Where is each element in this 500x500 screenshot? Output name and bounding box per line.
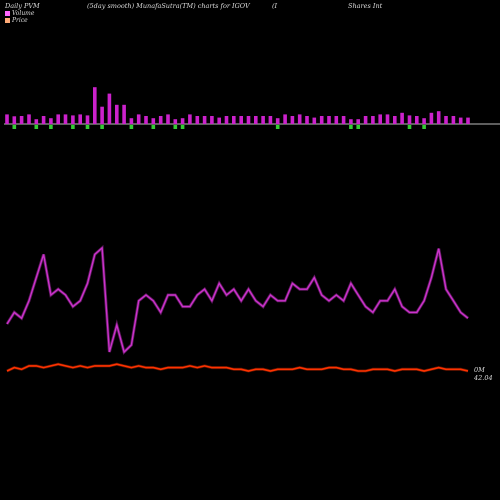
volume-bar: [180, 118, 185, 124]
volume-bar: [202, 116, 207, 124]
volume-bar: [63, 114, 68, 124]
volume-bar: [122, 104, 126, 124]
volume-bar: [268, 116, 273, 124]
legend-price-label: Price: [12, 17, 28, 24]
volume-bar-down: [85, 125, 90, 129]
volume-bar-down: [49, 125, 53, 129]
volume-bar: [451, 116, 456, 124]
volume-bar: [41, 116, 46, 124]
volume-bar: [166, 114, 170, 124]
volume-bar-down: [349, 125, 353, 129]
volume-bar: [283, 114, 287, 124]
legend-price-swatch: [5, 18, 10, 23]
volume-bar: [327, 116, 331, 124]
volume-bar: [275, 118, 280, 124]
volume-bar: [27, 114, 31, 124]
volume-bars: [5, 87, 470, 129]
volume-bar: [129, 118, 134, 124]
volume-bar: [173, 119, 178, 124]
volume-bar-down: [275, 125, 280, 129]
volume-bar: [217, 117, 221, 124]
volume-bar: [363, 116, 368, 124]
chart-title-right-b: Shares Int: [348, 2, 383, 10]
chart-title-middle: (5day smooth) MunafaSutra(TM) charts for…: [87, 2, 250, 10]
volume-bar-down: [34, 125, 39, 129]
volume-bar: [400, 112, 404, 124]
volume-bar: [151, 118, 156, 124]
volume-bar: [136, 114, 141, 124]
volume-bar: [261, 116, 265, 124]
price-line: [6, 363, 469, 372]
volume-bar: [371, 116, 375, 124]
volume-bar-down: [422, 125, 426, 129]
legend-volume: Volume: [5, 10, 34, 17]
volume-bar-down: [12, 125, 17, 129]
volume-bar: [254, 116, 258, 124]
volume-bar: [422, 118, 426, 124]
volume-bar: [393, 116, 397, 124]
chart-title-left: Daily PVM: [5, 2, 40, 10]
volume-line: [6, 246, 469, 354]
volume-bar: [93, 87, 97, 124]
volume-bar: [100, 106, 104, 124]
volume-bar: [49, 118, 53, 124]
volume-bar: [458, 117, 463, 124]
chart-title-right-a: (I: [272, 2, 278, 10]
volume-bar-down: [180, 125, 185, 129]
volume-bar: [34, 119, 39, 124]
volume-bar: [19, 116, 24, 124]
volume-bar: [85, 115, 90, 124]
legend-price: Price: [5, 17, 28, 24]
volume-bar: [444, 116, 448, 124]
volume-bar: [56, 114, 60, 124]
volume-bar: [290, 116, 295, 124]
volume-bar: [312, 117, 317, 124]
volume-bar: [107, 93, 112, 124]
volume-bar: [305, 116, 309, 124]
volume-bar: [436, 111, 441, 124]
volume-bar: [188, 114, 192, 124]
volume-bar-down: [129, 125, 134, 129]
volume-bar: [466, 117, 470, 124]
volume-bar-down: [71, 125, 75, 129]
volume-bar: [349, 119, 353, 124]
volume-bar-down: [173, 125, 178, 129]
volume-bar: [239, 116, 243, 124]
volume-bar: [407, 115, 412, 124]
volume-bar-down: [407, 125, 412, 129]
volume-bar: [341, 116, 346, 124]
volume-bar: [356, 119, 360, 124]
volume-bar: [297, 114, 302, 124]
volume-bar: [334, 116, 339, 124]
volume-bar-down: [100, 125, 104, 129]
volume-bar: [12, 116, 17, 124]
volume-bar-down: [356, 125, 360, 129]
volume-bar: [144, 116, 148, 124]
price-end-label: 42.04: [473, 374, 493, 382]
volume-bar: [195, 116, 200, 124]
volume-bar: [5, 114, 9, 124]
legend-volume-label: Volume: [12, 10, 35, 17]
volume-bar: [224, 116, 229, 124]
volume-bar: [378, 114, 382, 124]
volume-bar: [385, 114, 390, 124]
volume-bar: [78, 114, 82, 124]
volume-bar: [158, 116, 163, 124]
volume-bar: [115, 104, 119, 124]
volume-bar: [415, 116, 419, 124]
volume-bar: [232, 116, 236, 124]
volume-end-label: 0M: [474, 366, 485, 374]
volume-bar-down: [151, 125, 156, 129]
volume-bar: [210, 116, 214, 124]
volume-bar: [319, 116, 324, 124]
volume-bar: [246, 116, 251, 124]
legend-volume-swatch: [5, 11, 10, 16]
volume-bar: [71, 115, 75, 124]
volume-bar: [429, 112, 434, 124]
